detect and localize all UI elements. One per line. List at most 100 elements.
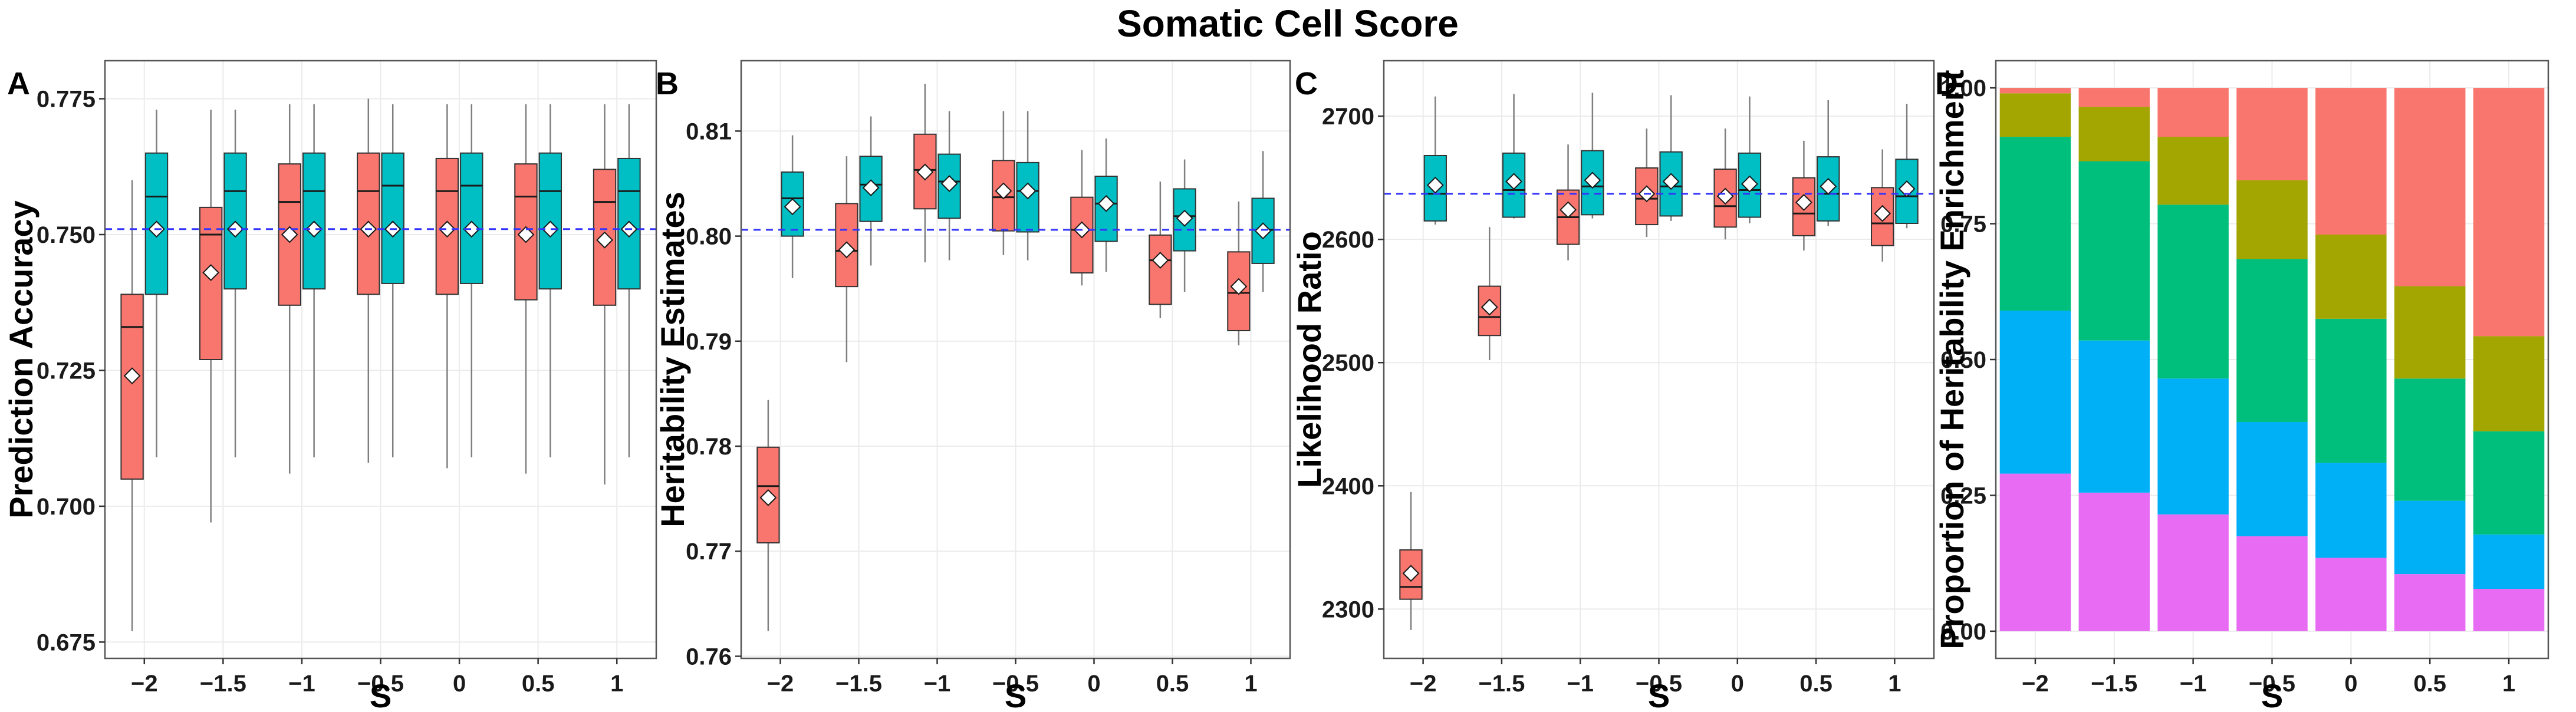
bar-segment-salmon [2078, 88, 2150, 107]
bar-segment-magenta [2236, 536, 2308, 631]
box-group_a [1149, 234, 1172, 305]
box-group_b [381, 152, 404, 284]
x-axis-title: S [1005, 677, 1027, 712]
panel-label: B [656, 66, 679, 101]
x-tick-label: −1.5 [1478, 671, 1525, 697]
y-tick-label: 0.77 [686, 539, 732, 565]
mean-diamond [759, 489, 777, 506]
bar-segment-magenta [2078, 492, 2150, 631]
bar-segment-blue [2394, 500, 2466, 575]
bar-segment-blue [2157, 378, 2229, 515]
bar-segment-magenta [1999, 473, 2071, 631]
mean-diamond [1662, 173, 1680, 190]
mean-diamond [202, 264, 220, 281]
panel-b: 0.76 0.77 0.78 0.79 0.80 0.81 −2 −1.5 −1 −0.5 0 0.5… [654, 60, 1291, 712]
y-tick-label: 0.50 [1940, 347, 1986, 373]
x-tick-label: 1 [2502, 671, 2515, 697]
y-tick-label: 0.80 [686, 224, 732, 250]
y-axis-title: Proportion of Heritability Enrichment [1933, 70, 1970, 649]
bar-segment-salmon [2315, 88, 2387, 235]
bar-segment-magenta [2315, 558, 2387, 631]
x-axis-title: S [2261, 677, 2283, 712]
y-tick-label: 0.700 [37, 494, 96, 520]
x-tick-label: −1 [2180, 671, 2207, 697]
x-axis-title: S [1648, 677, 1670, 712]
x-tick-label: −2 [767, 671, 794, 697]
mean-diamond [438, 220, 456, 238]
panel-label: A [7, 66, 30, 101]
bar-segment-salmon [1999, 88, 2071, 94]
mean-diamond [517, 226, 535, 243]
bar-segment-blue [2315, 463, 2387, 558]
x-tick-label: 1 [1888, 671, 1901, 697]
bar-segment-olive [2157, 137, 2229, 205]
bar-segment-olive [1999, 93, 2071, 137]
mean-diamond [995, 182, 1012, 200]
bar-segment-olive [2078, 107, 2150, 161]
y-tick-label: 0.725 [37, 358, 96, 384]
x-tick-label: 1 [1244, 671, 1257, 697]
mean-diamond [463, 220, 481, 238]
bar-segment-magenta [2394, 574, 2466, 631]
x-tick-label: −1.5 [200, 671, 246, 697]
y-tick-label: 0.25 [1940, 483, 1986, 509]
y-tick-label: 0.675 [37, 629, 96, 655]
x-tick-label: −1.5 [835, 671, 882, 697]
x-tick-label: 0 [453, 671, 466, 697]
mean-diamond [1019, 182, 1037, 200]
mean-diamond [1481, 298, 1498, 316]
mean-diamond [1097, 195, 1115, 212]
bar-segment-olive [2473, 336, 2545, 431]
y-axis-title: Prediction Accuracy [2, 200, 40, 518]
bar-segment-green [2236, 259, 2308, 423]
y-tick-label: 0.78 [686, 434, 732, 460]
bar-segment-green [2394, 378, 2466, 501]
x-tick-label: 0.5 [522, 671, 555, 697]
x-tick-label: −1 [924, 671, 951, 697]
bar-segment-blue [1999, 311, 2071, 474]
x-tick-label: −2 [2022, 671, 2049, 697]
mean-diamond [1560, 201, 1577, 219]
figure-title: Somatic Cell Score [1117, 2, 1459, 45]
mean-diamond [1402, 565, 1420, 582]
mean-diamond [1426, 176, 1444, 194]
box-group_a [199, 206, 223, 360]
mean-diamond [1584, 172, 1601, 189]
y-tick-label: 2600 [1322, 227, 1374, 253]
panel-a: 0.675 0.700 0.725 0.750 0.775 −2 −1.5 −1 −0.5 0 0.… [2, 60, 657, 712]
bar-segment-green [2157, 205, 2229, 379]
y-tick-label: 2700 [1322, 104, 1374, 130]
bar-segment-blue [2078, 340, 2150, 493]
bar-segment-green [2078, 161, 2150, 341]
bar-segment-green [2315, 318, 2387, 463]
mean-diamond [281, 226, 298, 243]
mean-diamond [1874, 205, 1891, 222]
mean-diamond [1176, 209, 1193, 227]
bar-segment-salmon [2157, 88, 2229, 137]
y-tick-label: 1.00 [1940, 75, 1986, 101]
y-tick-label: 0.00 [1940, 619, 1986, 645]
mean-diamond [1898, 180, 1916, 197]
y-axis-title: Likelihood Ratio [1291, 231, 1328, 488]
x-tick-label: 0 [1087, 671, 1100, 697]
x-tick-label: −2 [131, 671, 158, 697]
bar-segment-olive [2315, 234, 2387, 319]
x-tick-label: 0 [2344, 671, 2357, 697]
mean-diamond [784, 198, 801, 216]
box-group_a [1871, 187, 1894, 246]
x-tick-label: 0.5 [1799, 671, 1833, 697]
bar-segment-green [1999, 137, 2071, 311]
y-tick-label: 0.81 [686, 118, 732, 144]
bar-segment-blue [2473, 534, 2545, 589]
x-tick-label: −0.5 [2249, 671, 2295, 697]
bar-segment-olive [2236, 180, 2308, 259]
x-tick-label: −1 [1567, 671, 1594, 697]
x-tick-label: −2 [1410, 671, 1437, 697]
bar-segment-magenta [2157, 514, 2229, 631]
panel-label: D [1935, 66, 1958, 101]
mean-diamond [123, 367, 141, 385]
bar-segment-salmon [2236, 88, 2308, 180]
box-group_a [120, 294, 144, 480]
mean-diamond [838, 241, 856, 259]
